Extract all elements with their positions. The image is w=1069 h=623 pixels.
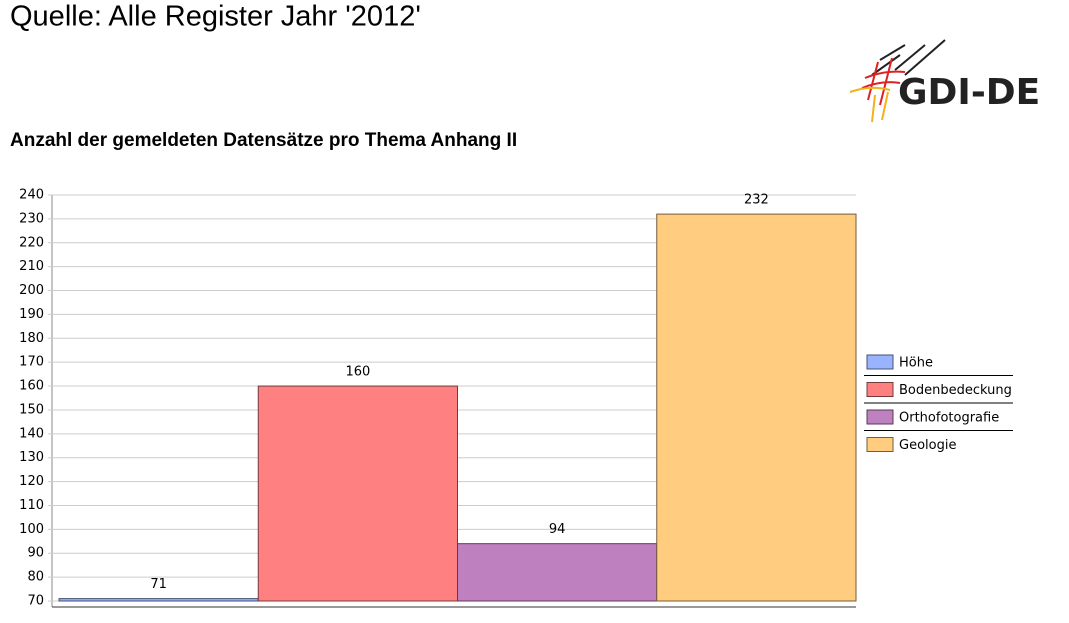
y-tick-label: 130 (19, 450, 44, 465)
y-tick-label: 90 (27, 546, 44, 561)
value-label: 94 (549, 522, 566, 537)
y-tick-label: 80 (27, 570, 44, 585)
legend-swatch (866, 437, 894, 452)
legend-swatch (866, 409, 894, 425)
y-tick-label: 200 (19, 283, 44, 298)
value-label: 232 (744, 193, 769, 208)
y-tick-label: 100 (19, 522, 44, 537)
y-tick-label: 70 (27, 594, 44, 609)
y-tick-label: 230 (19, 211, 44, 226)
bar (656, 213, 857, 602)
y-tick-label: 220 (19, 235, 44, 250)
y-tick-label: 240 (19, 188, 44, 203)
legend-label: Höhe (899, 356, 933, 371)
y-tick-label: 180 (19, 331, 44, 346)
legend-swatch (866, 382, 894, 397)
y-tick-label: 120 (19, 474, 44, 489)
legend-label: Bodenbedeckung (899, 383, 1012, 398)
bar (257, 385, 458, 602)
bar (58, 598, 259, 602)
y-tick-label: 150 (19, 402, 44, 417)
y-tick-label: 210 (19, 259, 44, 274)
bar (457, 543, 658, 602)
y-tick-label: 190 (19, 307, 44, 322)
y-tick-label: 140 (19, 426, 44, 441)
page-title: Quelle: Alle Register Jahr '2012' (10, 1, 421, 33)
legend-swatch (866, 354, 894, 370)
y-tick-label: 110 (19, 498, 44, 513)
y-tick-label: 160 (19, 379, 44, 394)
chart-title: Anzahl der gemeldeten Datensätze pro The… (10, 130, 517, 151)
legend-label: Orthofotografie (899, 411, 999, 426)
value-label: 71 (150, 577, 167, 592)
logo: GDI-DE (849, 39, 1040, 123)
logo-text: GDI-DE (898, 72, 1040, 113)
y-tick-label: 170 (19, 355, 44, 370)
value-label: 160 (345, 365, 370, 380)
legend-label: Geologie (899, 438, 956, 453)
